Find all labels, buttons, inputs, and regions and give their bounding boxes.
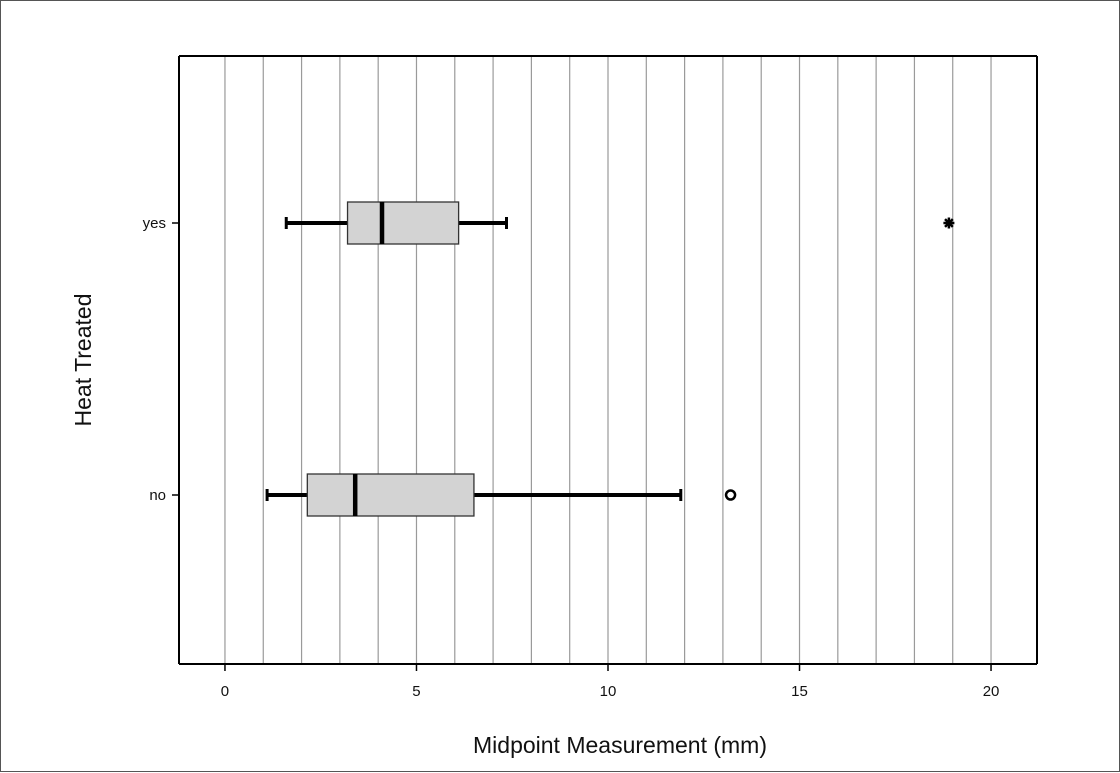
outlier-star-yes — [943, 217, 955, 229]
y-tick-label-yes: yes — [143, 215, 166, 232]
box-yes — [346, 201, 460, 245]
outlier-star-stroke — [944, 218, 954, 228]
x-tick-label: 15 — [791, 683, 808, 700]
x-tick-label: 0 — [221, 683, 229, 700]
y-tick-label-no: no — [149, 487, 166, 504]
box-no — [306, 473, 475, 517]
y-axis-title: Heat Treated — [70, 294, 96, 427]
x-tick-label: 10 — [600, 683, 617, 700]
outlier-circle-no — [724, 489, 737, 501]
x-tick-label: 20 — [983, 683, 1000, 700]
x-tick-label: 5 — [412, 683, 420, 700]
x-axis-title: Midpoint Measurement (mm) — [473, 732, 767, 758]
